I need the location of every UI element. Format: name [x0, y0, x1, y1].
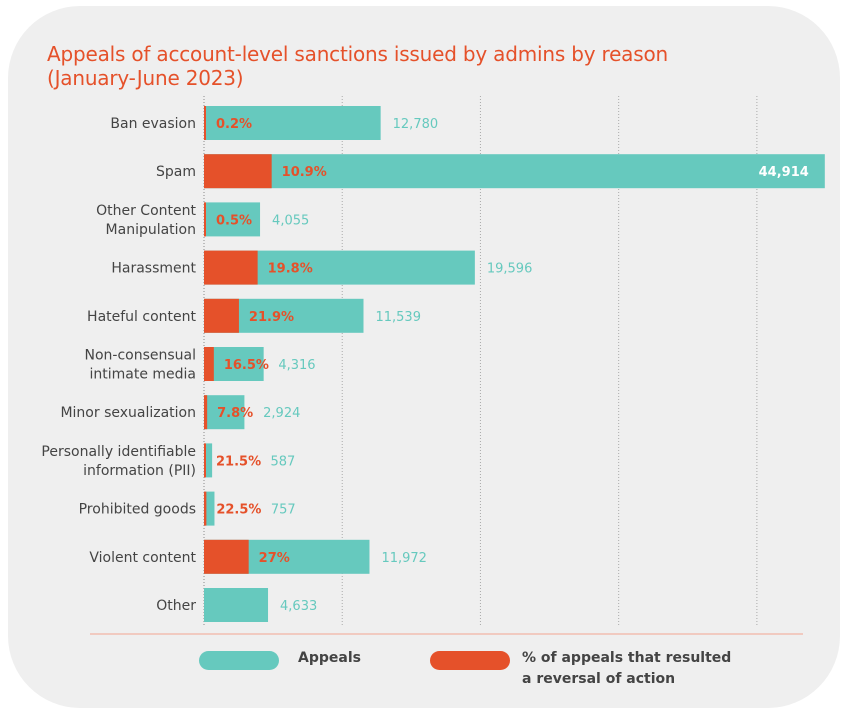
appeals-value-label: 11,972 [381, 551, 427, 566]
reversal-value-label: 0.5% [216, 213, 252, 228]
chart-title-line1: Appeals of account-level sanctions issue… [47, 42, 668, 66]
legend-reversal-label-line2: a reversal of action [522, 671, 676, 687]
appeals-bar [204, 395, 245, 430]
legend-reversal-swatch [430, 651, 510, 670]
appeals-value-label: 19,596 [487, 262, 532, 277]
reversal-bar [204, 202, 206, 237]
reversal-bar [204, 443, 206, 478]
reversal-value-label: 0.2% [216, 117, 252, 132]
category-label: Minor sexualization [60, 405, 196, 421]
category-label: Spam [156, 164, 196, 180]
appeals-bar [204, 588, 269, 622]
appeals-bar [204, 154, 825, 189]
appeals-value-label: 11,539 [375, 310, 421, 325]
reversal-value-label: 22.5% [216, 503, 261, 518]
appeals-bar [204, 347, 264, 381]
legend-reversal-label: % of appeals that resulted a reversal of… [522, 648, 731, 690]
appeals-bar [204, 106, 381, 140]
reversal-bar [204, 539, 249, 574]
category-label: Personally identifiable information (PII) [41, 444, 196, 479]
category-label: Hateful content [87, 309, 196, 325]
appeals-bar [204, 491, 215, 526]
reversal-value-label: 16.5% [224, 358, 269, 373]
appeals-value-label: 4,316 [278, 358, 315, 373]
reversal-value-label: 10.9% [282, 165, 327, 180]
appeals-value-label: 2,924 [263, 406, 300, 421]
category-label: Non-consensual intimate media [84, 348, 196, 383]
reversal-value-label: 21.5% [216, 454, 261, 469]
reversal-value-label: 21.9% [249, 310, 294, 325]
appeals-value-label: 4,633 [280, 599, 317, 614]
appeals-value-label: 44,914 [759, 165, 809, 180]
reversal-value-label: 27% [259, 551, 290, 566]
category-label: Other [156, 598, 196, 614]
reversal-bar [204, 347, 214, 381]
appeals-value-label: 12,780 [393, 117, 439, 132]
reversal-bar [204, 298, 239, 333]
legend-appeals-swatch [199, 651, 279, 670]
legend-reversal-label-line1: % of appeals that resulted [522, 650, 732, 666]
appeals-value-label: 757 [271, 503, 296, 518]
reversal-value-label: 19.8% [268, 262, 313, 277]
category-label: Other Content Manipulation [96, 203, 196, 238]
legend-appeals-label: Appeals [298, 650, 361, 666]
appeals-value-label: 4,055 [272, 213, 309, 228]
reversal-bar [204, 250, 258, 285]
category-label: Prohibited goods [79, 502, 196, 518]
chart-card [8, 6, 840, 708]
chart-title: Appeals of account-level sanctions issue… [47, 42, 747, 90]
reversal-bar [204, 106, 206, 140]
reversal-value-label: 7.8% [217, 406, 253, 421]
chart-subtitle: (January-June 2023) [47, 66, 244, 90]
reversal-bar [204, 491, 207, 526]
appeals-value-label: 587 [271, 454, 296, 469]
reversal-bar [204, 395, 208, 430]
category-label: Ban evasion [110, 116, 196, 132]
category-label: Violent content [89, 550, 196, 566]
category-label: Harassment [111, 261, 196, 277]
appeals-bar [204, 202, 261, 237]
reversal-bar [204, 154, 272, 189]
appeals-bar [204, 443, 213, 478]
